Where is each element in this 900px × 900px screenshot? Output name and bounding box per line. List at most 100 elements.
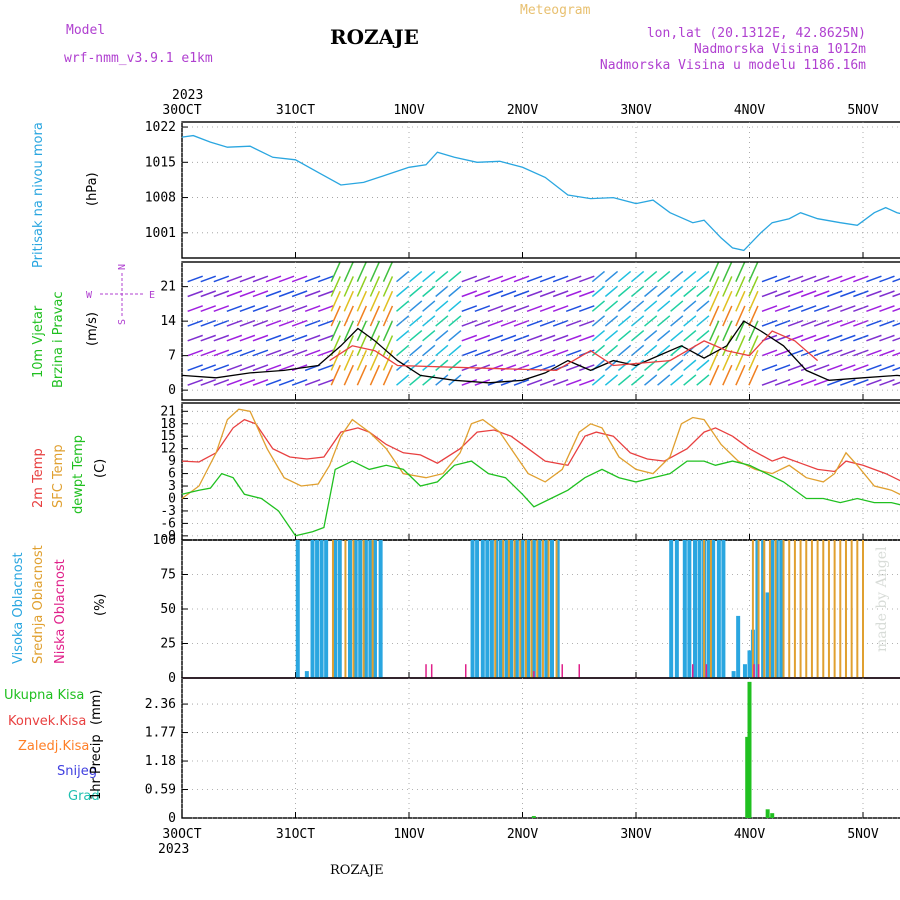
wind-arrow [291, 319, 308, 327]
wind-arrow [369, 364, 381, 386]
compass-icon: W E N S [86, 264, 155, 325]
wind-arrow [343, 276, 354, 297]
wind-arrow [644, 374, 658, 386]
wind-arrow [892, 381, 900, 386]
wind-arrow [787, 305, 804, 312]
wind-arrow [252, 305, 269, 312]
wind-arrow [866, 334, 882, 342]
wind-arrow [317, 334, 334, 342]
cloud-bar [544, 540, 549, 678]
wind-arrow [200, 275, 217, 283]
model-label: Model [66, 23, 105, 38]
wind-arrow [722, 320, 733, 342]
wind-arrow [644, 285, 658, 298]
wind-arrow [291, 275, 308, 283]
wind-arrow [774, 275, 791, 283]
wind-arrow [800, 305, 817, 312]
cloud-bar [519, 540, 522, 678]
wind-arrow [670, 270, 684, 283]
y-tick-label: -9 [160, 529, 176, 544]
wind-arrow [513, 334, 530, 342]
wind-arrow [565, 305, 582, 312]
wind-arrow [813, 275, 830, 283]
wind-arrow [774, 379, 791, 386]
wind-arrow [866, 305, 882, 312]
wind-arrow [683, 315, 697, 327]
wind-arrow [369, 305, 381, 327]
wind-arrow [879, 334, 895, 342]
y-tick-label: 0 [168, 811, 176, 826]
wind-arrow [487, 319, 504, 327]
wind-arrow [252, 334, 269, 342]
wind-arrow [356, 350, 368, 371]
wind-arrow [565, 290, 582, 298]
wind-arrow [474, 334, 491, 342]
y-tick-label: 15 [160, 429, 176, 444]
cloud-bar [693, 540, 698, 678]
precip-bar [745, 736, 750, 818]
wind-arrow [591, 329, 606, 342]
wind-arrow [683, 300, 697, 312]
wind-arrow [866, 275, 882, 283]
wind-arrow [657, 374, 671, 386]
wind-arrow [853, 334, 869, 342]
wind-label-1: 10m Vjetar [31, 305, 46, 378]
wind-arrow [252, 364, 269, 372]
wind-arrow [552, 305, 569, 312]
wind-arrow [226, 349, 243, 357]
wind-arrow [382, 320, 394, 342]
wind-arrow [826, 305, 843, 312]
wind-speed-line [181, 320, 900, 384]
station-title: ROZAJE [330, 25, 419, 49]
wind-arrow [892, 337, 900, 342]
cloud-bar [304, 671, 309, 678]
wind-arrow [526, 275, 543, 283]
cloud-bar [774, 540, 777, 678]
wind-arrow [787, 275, 804, 283]
wind-arrow [657, 315, 671, 327]
wind-arrow [526, 379, 543, 386]
cloud-bar [706, 540, 711, 678]
dewpoint-line [181, 460, 900, 537]
wind-arrow [696, 285, 710, 298]
wind-arrow [670, 344, 684, 357]
wind-arrow [761, 349, 778, 357]
pressure-unit: (hPa) [85, 172, 100, 206]
temp-2m-line [181, 418, 900, 482]
wind-arrow [840, 379, 856, 386]
legend-frz: Zaledj.Kisa [18, 739, 89, 754]
wind-arrow [800, 275, 817, 283]
date-tick-label: 30OCT [162, 827, 201, 842]
wind-arrow [317, 379, 334, 386]
wind-arrow [213, 349, 230, 357]
cloud-bar [533, 671, 535, 678]
cloud-bar [485, 540, 490, 678]
pressure-label: Pritisak na nivou mora [31, 122, 46, 268]
model-name: wrf-nmm_v3.9.1 e1km [64, 51, 213, 66]
cloud-bar [507, 540, 510, 678]
wind-arrow [735, 320, 746, 342]
wind-arrow [709, 350, 720, 371]
wind-arrow [617, 315, 632, 327]
cloud-bar [425, 664, 427, 678]
cloud-bar [547, 540, 550, 678]
cloud-bar [782, 540, 785, 678]
wind-arrow [317, 349, 334, 357]
wind-arrow [853, 290, 869, 298]
date-tick-label: 1NOV [393, 827, 424, 842]
wind-bg [182, 262, 900, 400]
wind-arrow [213, 275, 230, 283]
wind-arrow [644, 300, 658, 312]
wind-arrow [239, 364, 256, 372]
wind-arrow [722, 305, 733, 327]
wind-arrow [670, 329, 684, 342]
wind-arrow [356, 305, 368, 327]
wind-arrow [330, 276, 341, 297]
date-tick-label: 2NOV [507, 827, 538, 842]
wind-arrow [879, 364, 895, 372]
wind-arrow [317, 319, 334, 327]
cloud-bar [561, 664, 563, 678]
wind-arrow [461, 305, 478, 312]
wind-arrow [748, 320, 759, 342]
wind-arrow [500, 290, 517, 298]
